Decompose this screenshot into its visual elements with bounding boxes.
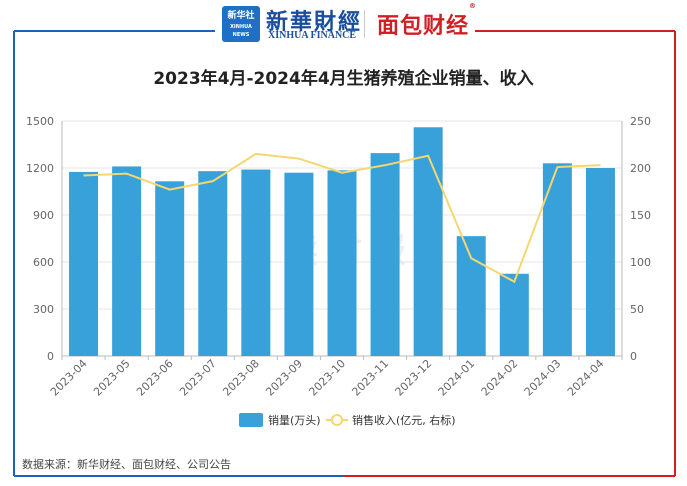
x-tick-label: 2023-04	[48, 357, 90, 399]
y-left-tick-label: 900	[33, 209, 54, 222]
y-right-tick-label: 100	[630, 256, 651, 269]
x-tick-label: 2023-05	[91, 357, 133, 399]
legend-line-marker	[331, 414, 343, 426]
bar-2023-05	[112, 166, 142, 356]
bar-2024-01	[456, 236, 486, 356]
x-tick-label: 2023-06	[134, 357, 176, 399]
legend-bar-swatch	[239, 413, 263, 427]
registered-mark: ®	[469, 2, 478, 10]
brand-cn: 新華財經	[266, 9, 363, 35]
y-right-tick-label: 200	[630, 162, 651, 175]
y-right-tick-label: 250	[630, 115, 651, 128]
bar-2023-10	[327, 170, 357, 356]
x-tick-label: 2024-01	[436, 357, 478, 399]
bar-2023-04	[69, 171, 99, 356]
partner-brand: 面包财经 ®	[377, 2, 477, 40]
x-tick-label: 2023-11	[350, 357, 392, 399]
brand-separator	[364, 10, 365, 38]
y-left-tick-label: 600	[33, 256, 54, 269]
y-right-tick-label: 50	[630, 303, 644, 316]
bar-2023-11	[370, 153, 400, 356]
y-left-tick-label: 1500	[26, 115, 54, 128]
brand-en: XINHUA FINANCE	[268, 30, 357, 41]
bar-2023-09	[284, 172, 314, 356]
bar-2023-06	[155, 181, 185, 356]
bar-2023-08	[241, 169, 271, 356]
revenue-line	[83, 152, 601, 284]
y-left-tick-label: 0	[47, 350, 54, 363]
bar-2024-04	[585, 168, 615, 356]
xinhua-logo-seal: XINHUA NEWS	[230, 24, 252, 38]
chart-title: 2023年4月-2024年4月生猪养殖企业销量、收入	[153, 69, 534, 89]
legend-bar-label: 销量(万头)	[268, 413, 321, 427]
x-tick-label: 2023-07	[177, 357, 219, 399]
bar-2024-02	[499, 273, 529, 356]
x-tick-label: 2023-08	[220, 357, 262, 399]
y-left-tick-label: 300	[33, 303, 54, 316]
x-tick-label: 2024-04	[565, 357, 607, 399]
bar-2023-12	[413, 127, 443, 357]
y-left-tick-label: 1200	[26, 162, 54, 175]
xinhua-logo: 新华社 XINHUA NEWS	[222, 6, 260, 42]
x-tick-label: 2024-03	[522, 357, 564, 399]
bar-2023-07	[198, 171, 228, 356]
x-tick-label: 2023-12	[393, 357, 435, 399]
x-tick-label: 2024-02	[479, 357, 521, 399]
x-tick-label: 2023-09	[263, 357, 305, 399]
legend-line-label: 销售收入(亿元, 右标)	[352, 413, 456, 427]
partner-brand-text: 面包财经	[377, 14, 470, 39]
xinhua-logo-text: 新华社	[227, 11, 255, 21]
source-note: 数据来源：新华财经、面包财经、公司公告	[22, 458, 231, 471]
xinhua-finance-brand: 新华社 XINHUA NEWS 新華財經 XINHUA FINANCE	[222, 4, 360, 44]
y-right-tick-label: 150	[630, 209, 651, 222]
y-right-tick-label: 0	[630, 350, 637, 363]
x-tick-label: 2023-10	[306, 357, 348, 399]
